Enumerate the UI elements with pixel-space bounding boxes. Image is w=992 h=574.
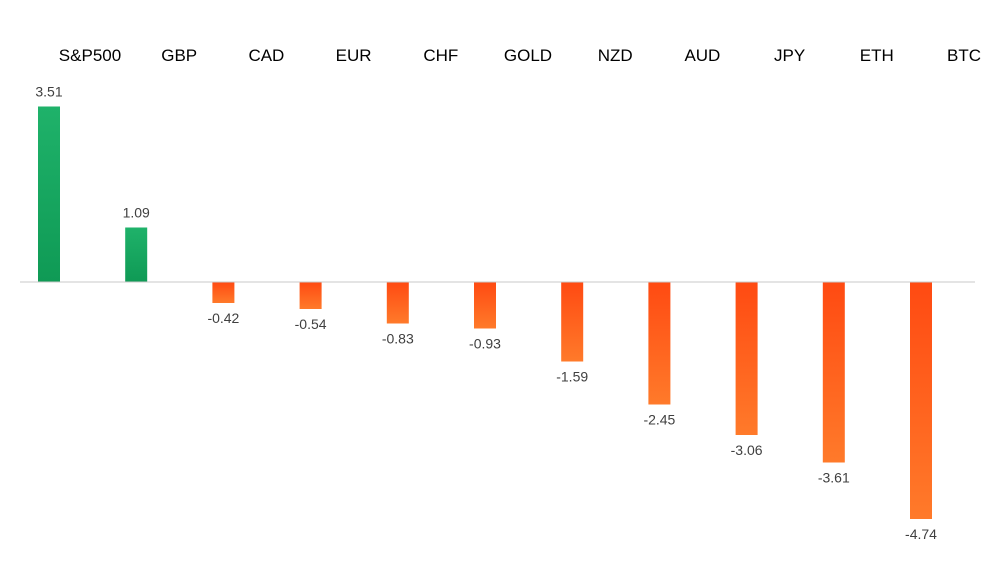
data-label: -4.74 — [905, 526, 937, 542]
category-label: JPY — [774, 46, 805, 65]
data-label: 3.51 — [35, 84, 62, 100]
bar-nzd — [561, 282, 584, 362]
category-label: BTC — [947, 46, 981, 65]
category-label: GBP — [161, 46, 197, 65]
bar-jpy — [735, 282, 758, 435]
data-label: -0.42 — [207, 310, 239, 326]
data-label: -1.59 — [556, 369, 588, 385]
data-label: -2.45 — [643, 412, 675, 428]
category-label: CAD — [248, 46, 284, 65]
bar-gbp — [125, 227, 148, 282]
data-label: -0.93 — [469, 336, 501, 352]
data-label: 1.09 — [123, 205, 150, 221]
data-label: -0.54 — [295, 316, 327, 332]
category-label: AUD — [684, 46, 720, 65]
category-labels: S&P500 GBP CAD EUR CHF GOLD NZD AUD JPY ETH BTC — [59, 46, 981, 65]
bars — [38, 106, 932, 519]
bar-eur — [299, 282, 322, 309]
category-label: S&P500 — [59, 46, 121, 65]
category-label: GOLD — [504, 46, 552, 65]
bar-chf — [386, 282, 409, 324]
bar-cad — [212, 282, 235, 303]
category-label: ETH — [860, 46, 894, 65]
bar-sp500 — [38, 106, 60, 282]
data-label: -0.83 — [382, 331, 414, 347]
data-labels: 3.51 1.09 -0.42 -0.54 -0.83 -0.93 -1.59 -2.45 -3… — [35, 84, 937, 543]
bar-btc — [910, 282, 932, 519]
category-label: NZD — [598, 46, 633, 65]
category-label: CHF — [423, 46, 458, 65]
data-label: -3.61 — [818, 470, 850, 486]
bar-aud — [648, 282, 671, 405]
data-label: -3.06 — [731, 442, 763, 458]
bar-eth — [822, 282, 845, 463]
category-label: EUR — [336, 46, 372, 65]
bar-gold — [474, 282, 496, 329]
